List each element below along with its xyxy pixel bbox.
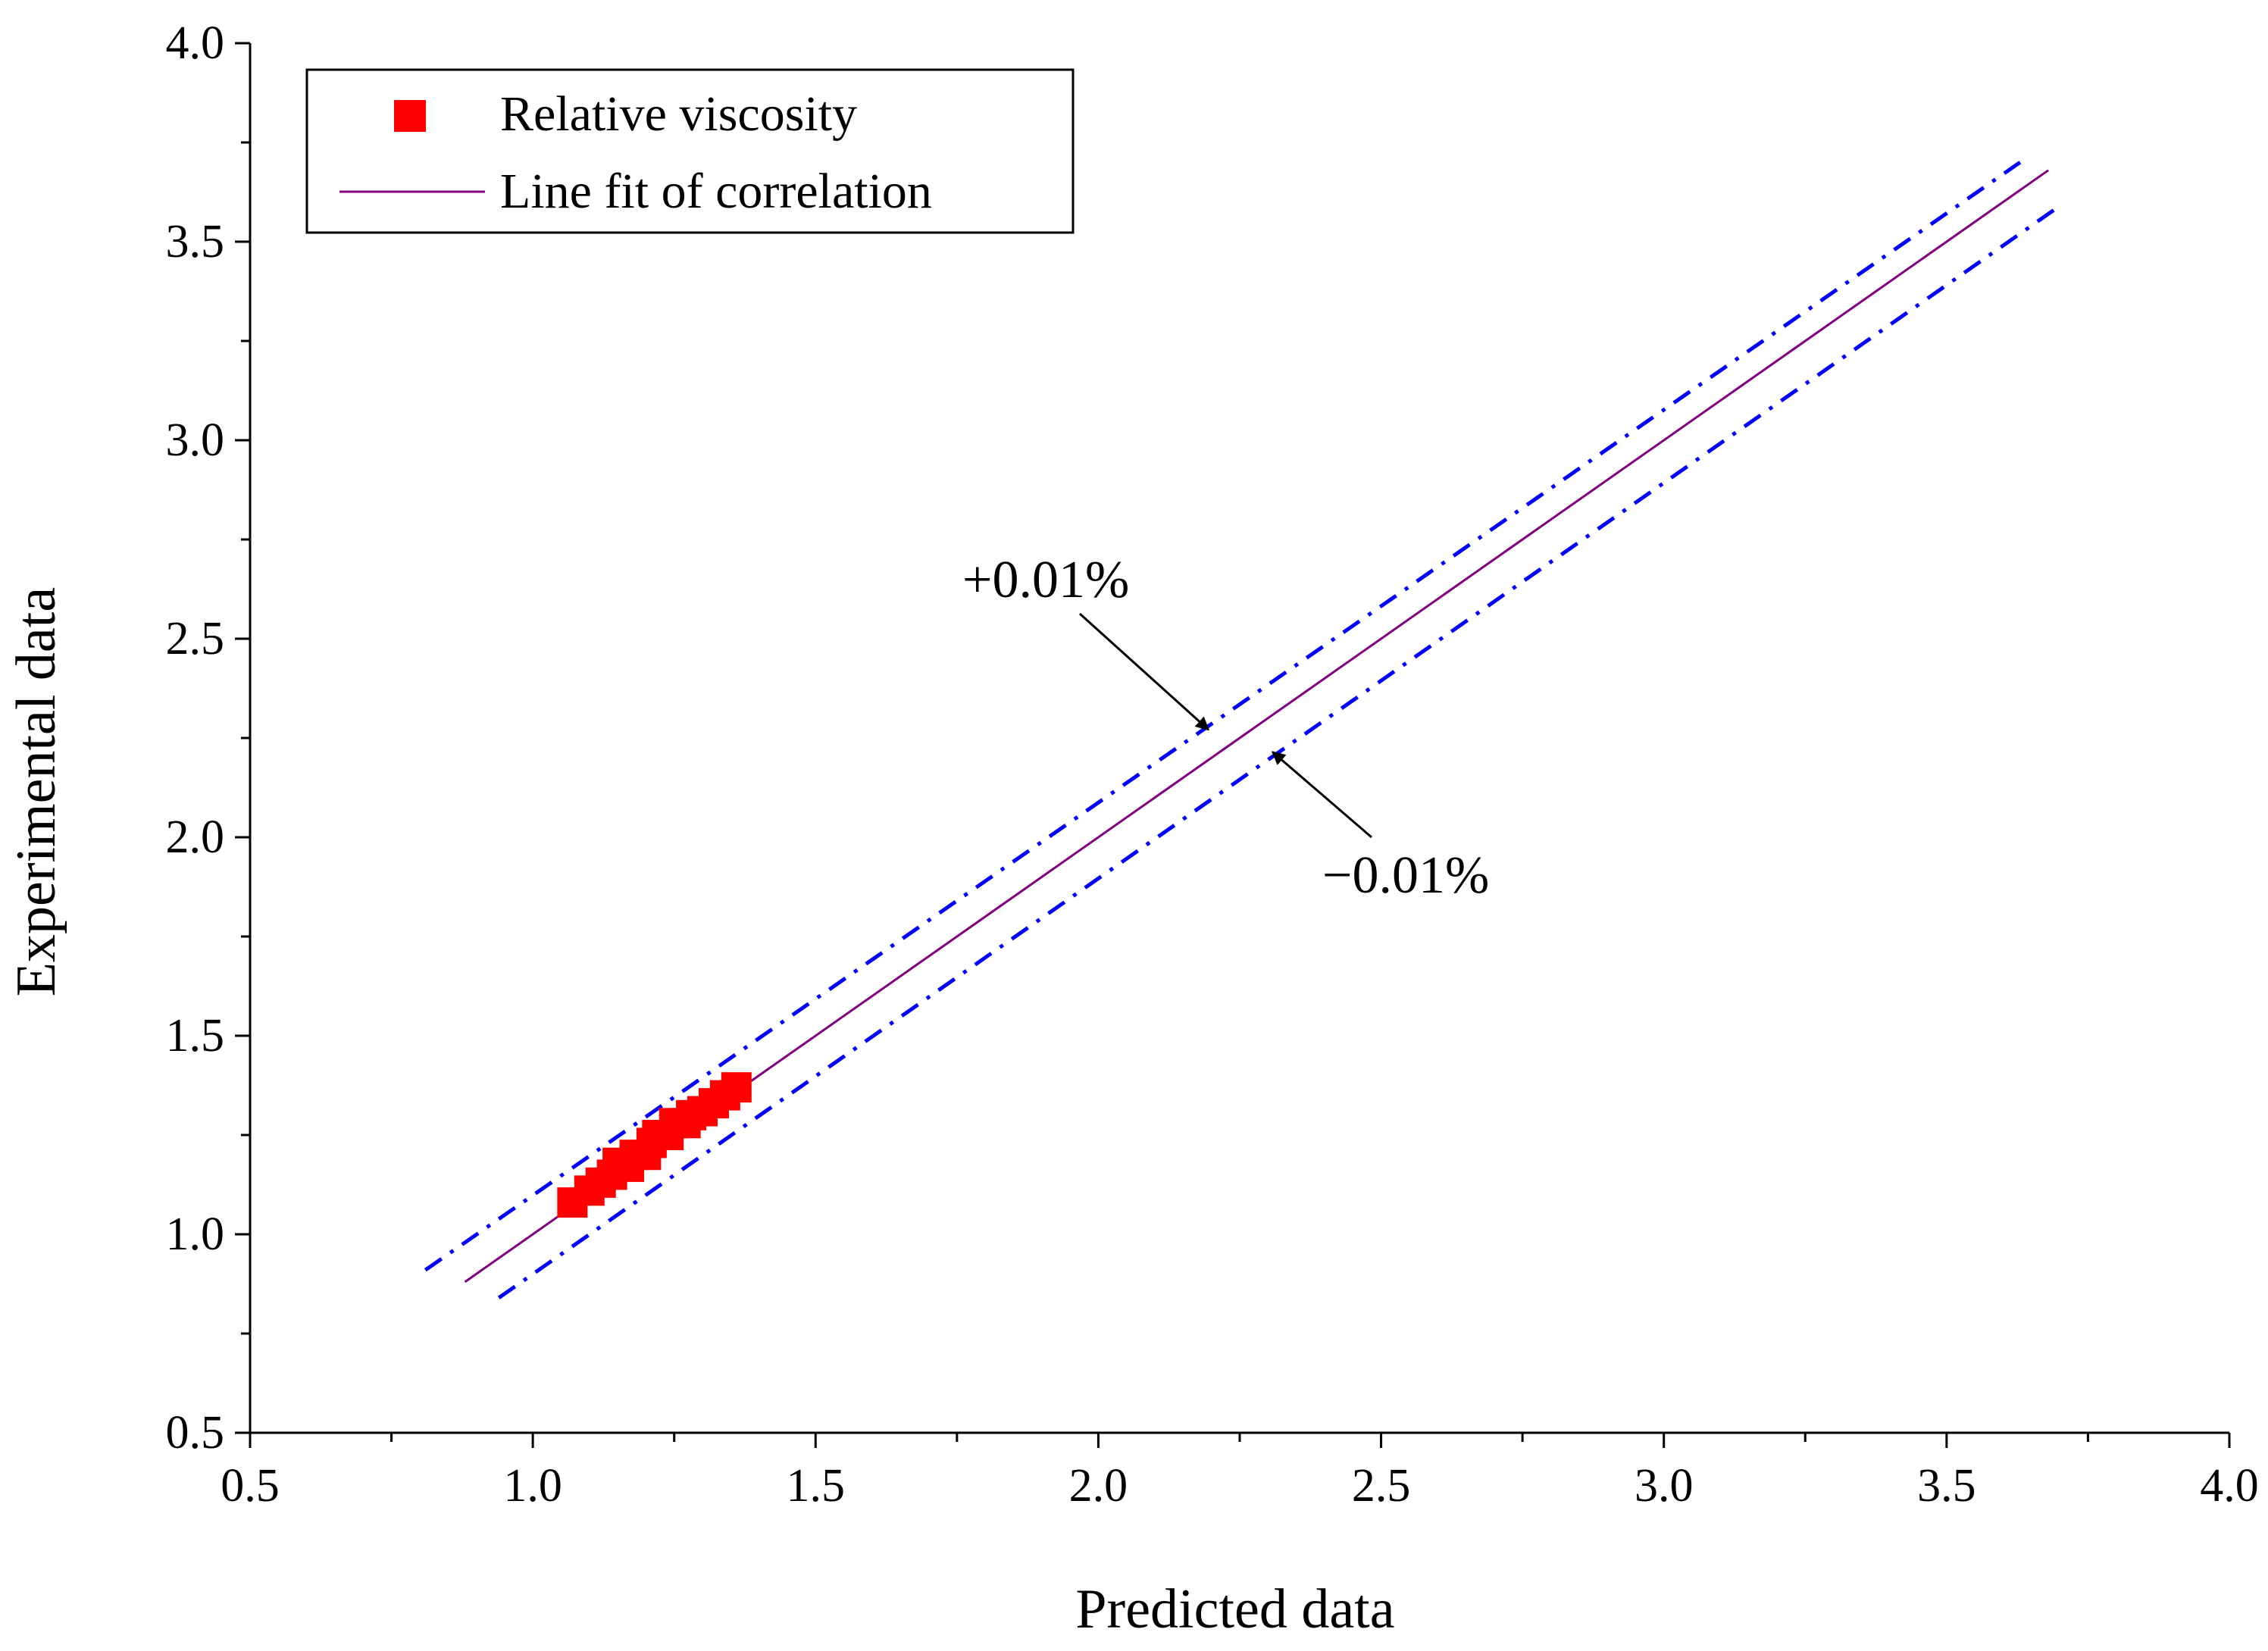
- annotation-upper-arrow: [1078, 612, 1210, 731]
- y-tick-label: 0.5: [166, 1407, 225, 1459]
- y-tick-label: 3.5: [166, 216, 225, 267]
- x-tick-label: 2.5: [1352, 1460, 1411, 1512]
- x-tick-label: 3.5: [1917, 1460, 1976, 1512]
- legend-label-scatter: Relative viscosity: [500, 86, 857, 142]
- y-tick-label: 2.5: [166, 613, 225, 664]
- y-tick-label: 3.0: [166, 414, 225, 466]
- upper-bound-line: [424, 161, 2022, 1272]
- y-tick-label: 1.0: [166, 1209, 225, 1260]
- annotation-lower-arrow: [1271, 751, 1372, 839]
- x-tick-label: 2.0: [1069, 1460, 1128, 1512]
- axes: 0.5 1.0 1.5 2.0 2.5 3.0 3.5 4.0 0.5 1.0 1.5 2.0 2.5 3…: [166, 17, 2259, 1512]
- y-tick-label: 1.5: [166, 1010, 225, 1062]
- x-tick-label: 1.0: [503, 1460, 562, 1512]
- x-tick-label: 0.5: [221, 1460, 280, 1512]
- x-axis-title: Predicted data: [1075, 1578, 1394, 1640]
- legend-marker-scatter: [394, 100, 426, 132]
- x-tick-label: 4.0: [2200, 1460, 2259, 1512]
- legend: Relative viscosity Line fit of correlatio…: [305, 68, 1075, 234]
- x-tick-label: 1.5: [787, 1460, 846, 1512]
- annotations: +0.01% −0.01%: [962, 551, 1489, 905]
- annotation-upper-label: +0.01%: [962, 551, 1129, 609]
- x-tick-label: 3.0: [1635, 1460, 1694, 1512]
- legend-label-line: Line fit of correlation: [500, 164, 932, 219]
- y-axis-title: Experimental data: [5, 587, 67, 996]
- y-tick-label: 2.0: [166, 811, 225, 863]
- annotation-lower-label: −0.01%: [1322, 846, 1489, 905]
- legend-box: [305, 68, 1075, 234]
- y-tick-label: 4.0: [166, 17, 225, 69]
- data-point: [721, 1072, 752, 1103]
